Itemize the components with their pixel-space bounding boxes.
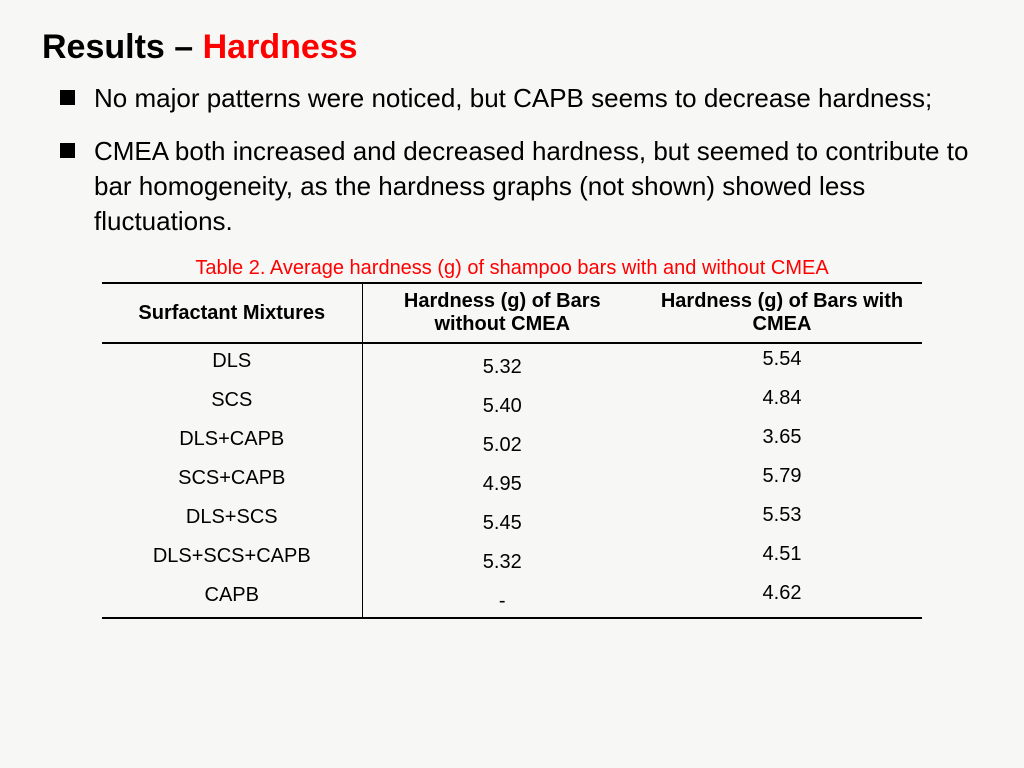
table-body: DLS 5.32 5.54 SCS 5.40 4.84 DLS+CAPB 5.0… <box>102 343 922 618</box>
cell-without: 5.32 <box>362 539 642 578</box>
cell-with: 3.65 <box>642 422 922 461</box>
cell-without: - <box>362 578 642 618</box>
bullet-item: No major patterns were noticed, but CAPB… <box>60 81 982 116</box>
page-title: Results – Hardness <box>42 28 982 67</box>
cell-with: 4.51 <box>642 539 922 578</box>
cell-mixture: CAPB <box>102 578 362 618</box>
cell-mixture: SCS <box>102 383 362 422</box>
table-caption: Table 2. Average hardness (g) of shampoo… <box>42 257 982 280</box>
table-row: DLS+CAPB 5.02 3.65 <box>102 422 922 461</box>
cell-without: 5.40 <box>362 383 642 422</box>
cell-mixture: DLS+CAPB <box>102 422 362 461</box>
cell-with: 5.53 <box>642 500 922 539</box>
cell-mixture: SCS+CAPB <box>102 461 362 500</box>
title-prefix: Results – <box>42 28 203 66</box>
table-row: SCS 5.40 4.84 <box>102 383 922 422</box>
hardness-table: Surfactant Mixtures Hardness (g) of Bars… <box>102 282 922 619</box>
cell-without: 4.95 <box>362 461 642 500</box>
cell-without: 5.45 <box>362 500 642 539</box>
table-row: DLS+SCS+CAPB 5.32 4.51 <box>102 539 922 578</box>
bullet-list: No major patterns were noticed, but CAPB… <box>60 81 982 239</box>
col-header-without-cmea: Hardness (g) of Bars without CMEA <box>362 283 642 343</box>
cell-with: 4.84 <box>642 383 922 422</box>
table-header-row: Surfactant Mixtures Hardness (g) of Bars… <box>102 283 922 343</box>
bullet-item: CMEA both increased and decreased hardne… <box>60 134 982 239</box>
col-header-mixtures: Surfactant Mixtures <box>102 283 362 343</box>
table-row: DLS+SCS 5.45 5.53 <box>102 500 922 539</box>
cell-without: 5.02 <box>362 422 642 461</box>
cell-mixture: DLS+SCS+CAPB <box>102 539 362 578</box>
cell-with: 5.79 <box>642 461 922 500</box>
table-row: DLS 5.32 5.54 <box>102 343 922 383</box>
cell-with: 5.54 <box>642 343 922 383</box>
cell-mixture: DLS+SCS <box>102 500 362 539</box>
cell-mixture: DLS <box>102 343 362 383</box>
col-header-with-cmea: Hardness (g) of Bars with CMEA <box>642 283 922 343</box>
cell-with: 4.62 <box>642 578 922 618</box>
cell-without: 5.32 <box>362 343 642 383</box>
table-row: SCS+CAPB 4.95 5.79 <box>102 461 922 500</box>
table-row: CAPB - 4.62 <box>102 578 922 618</box>
title-accent: Hardness <box>203 28 358 66</box>
